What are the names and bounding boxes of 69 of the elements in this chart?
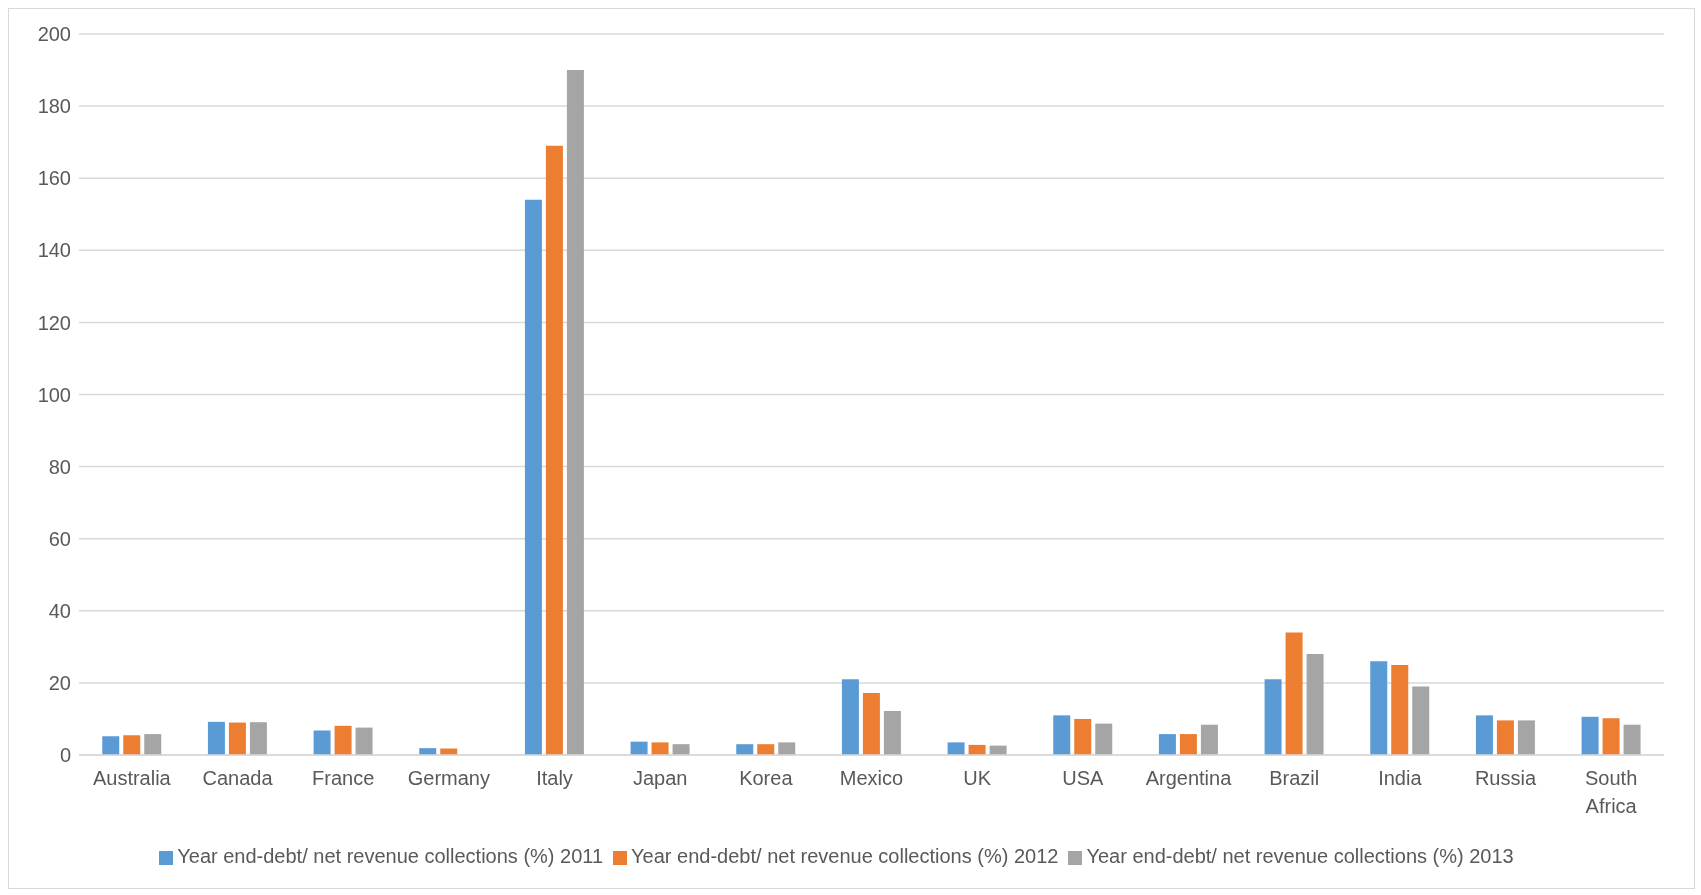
bar [841, 679, 859, 755]
y-tick-label: 140 [37, 239, 71, 262]
bar [249, 722, 267, 755]
legend-label: Year end-debt/ net revenue collections (%) 2011 [177, 845, 604, 867]
bar [1391, 664, 1409, 755]
bar [947, 742, 965, 755]
legend-label: Year end-debt/ net revenue collections (%) 2013 [1086, 845, 1514, 867]
bar [862, 692, 880, 755]
bar [778, 742, 796, 755]
bar [228, 722, 246, 755]
bar [102, 736, 120, 755]
bar [1581, 716, 1599, 755]
y-tick-label: 20 [48, 672, 71, 694]
x-tick-label: UK [963, 767, 992, 789]
x-tick-label: France [312, 767, 375, 789]
x-tick-label: Germany [407, 767, 490, 789]
x-tick-label: Australia [92, 767, 172, 789]
bar [1053, 715, 1071, 755]
bar [1095, 723, 1113, 755]
x-tick-label: Mexico [839, 767, 904, 789]
x-tick-label: Russia [1474, 767, 1537, 789]
y-tick-label: 200 [37, 23, 71, 46]
bar [672, 744, 690, 755]
y-tick-label: 160 [37, 167, 71, 190]
x-tick-label: Brazil [1269, 767, 1320, 789]
bar [1306, 654, 1324, 755]
x-tick-label: Japan [632, 767, 688, 789]
y-tick-label: 120 [37, 311, 71, 334]
bar [1475, 715, 1493, 755]
y-tick-label: 0 [59, 744, 71, 767]
bar [1285, 632, 1303, 755]
bar [1264, 679, 1282, 755]
bar [651, 742, 669, 755]
bar [757, 744, 775, 755]
bar [144, 734, 162, 755]
bar [1179, 734, 1197, 755]
x-tick-label: USA [1062, 767, 1105, 789]
bar [524, 199, 542, 755]
y-tick-label: 60 [48, 527, 71, 550]
x-tick-label: Argentina [1145, 767, 1233, 789]
bar [334, 725, 352, 755]
bar [566, 70, 584, 755]
y-tick-label: 40 [48, 599, 71, 622]
bar [1412, 686, 1430, 755]
x-tick-label: Italy [536, 767, 573, 789]
bar [1496, 720, 1514, 755]
y-tick-label: 180 [37, 95, 71, 118]
bar [1623, 724, 1641, 755]
bar [1370, 661, 1388, 755]
bar [736, 744, 754, 755]
legend-label: Year end-debt/ net revenue collections (%) 2012 [631, 845, 1059, 867]
bar [207, 721, 225, 755]
bar [313, 730, 331, 755]
bar [545, 145, 563, 755]
bar [355, 727, 373, 755]
y-tick-label: 100 [37, 383, 71, 406]
bar [630, 741, 648, 755]
x-tick-label: Canada [202, 767, 274, 789]
x-tick-label: South Africa [1585, 767, 1638, 817]
bar [1074, 718, 1092, 755]
bar [1517, 720, 1535, 755]
bar [883, 711, 901, 755]
x-tick-label: Korea [739, 767, 794, 789]
x-tick-label: India [1378, 767, 1423, 789]
bar [1200, 724, 1218, 755]
bar [123, 735, 141, 755]
bar [1602, 718, 1620, 755]
bar [1158, 734, 1176, 755]
y-tick-label: 80 [48, 455, 71, 478]
